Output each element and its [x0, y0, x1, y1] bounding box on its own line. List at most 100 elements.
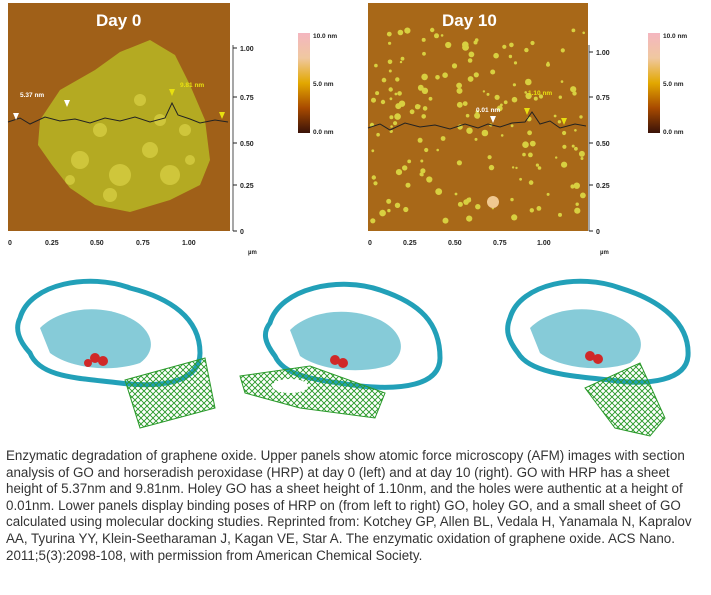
- afm-spot: [579, 115, 583, 119]
- afm-spot: [456, 82, 462, 89]
- afm-spot: [494, 94, 500, 100]
- afm-spot: [467, 58, 473, 63]
- afm-spot: [421, 37, 426, 42]
- afm-spot: [508, 54, 513, 59]
- afm-spot: [519, 177, 522, 181]
- holey-go-spots: [369, 27, 586, 224]
- y-tick-label: 0.75: [240, 95, 254, 102]
- colorbar-gradient: [648, 33, 660, 133]
- colorbar-mid: 5.0 nm: [313, 81, 334, 88]
- marker-yellow-2: [219, 112, 225, 119]
- marker-yellow-1: [169, 89, 175, 96]
- graphene-sheet: [584, 362, 666, 437]
- afm-spot: [488, 164, 495, 171]
- afm-spot: [462, 101, 468, 106]
- afm-spot: [456, 87, 463, 94]
- afm-spot: [574, 146, 578, 151]
- afm-spot: [511, 96, 518, 103]
- afm-spot: [465, 113, 470, 118]
- afm-spot: [467, 76, 474, 82]
- afm-spot: [509, 42, 514, 48]
- afm-spot: [388, 69, 392, 73]
- afm-spot: [388, 41, 392, 45]
- heme-group: [585, 351, 603, 364]
- afm-spot: [574, 129, 577, 132]
- y-tick-label: 1.00: [240, 46, 254, 53]
- afm-spot: [426, 176, 433, 183]
- y-ticks: [233, 47, 237, 232]
- afm-spot: [393, 121, 398, 126]
- afm-spot: [502, 44, 507, 49]
- colorbar-mid: 5.0 nm: [663, 81, 684, 88]
- afm-spot: [424, 147, 429, 153]
- afm-spot: [434, 33, 439, 39]
- x-tick-label: 1.00: [182, 240, 196, 247]
- afm-spot: [397, 91, 402, 96]
- unit-label: µm: [600, 250, 609, 256]
- hrp-helices: [290, 311, 401, 371]
- afm-spot: [389, 129, 393, 133]
- afm-spot: [527, 130, 532, 136]
- marker-white: [490, 116, 496, 123]
- y-tick-label: 0.50: [240, 141, 254, 148]
- afm-spot: [530, 40, 535, 46]
- afm-spot: [570, 184, 575, 189]
- afm-spot: [571, 144, 575, 148]
- afm-spot: [394, 202, 401, 208]
- afm-spot: [428, 96, 433, 101]
- afm-spot: [389, 97, 393, 101]
- marker-yellow-2: [561, 118, 567, 125]
- afm-spot: [387, 59, 393, 65]
- colorbar-max: 10.0 nm: [663, 33, 687, 40]
- afm-spot: [475, 114, 480, 119]
- afm-spot: [374, 63, 378, 68]
- afm-spot: [390, 125, 393, 128]
- afm-spot: [463, 199, 469, 205]
- afm-spot: [466, 215, 473, 222]
- afm-spot: [573, 182, 580, 189]
- day-title: Day 10: [442, 11, 497, 30]
- afm-spot: [572, 91, 577, 96]
- marker-white-1: [13, 113, 19, 120]
- afm-spot: [400, 56, 405, 61]
- afm-spot: [525, 92, 532, 100]
- afm-spot: [529, 140, 536, 147]
- afm-spot: [422, 51, 426, 56]
- afm-spot: [417, 137, 423, 143]
- afm-spot: [522, 152, 526, 157]
- afm-spot: [456, 101, 463, 108]
- afm-spot: [536, 206, 542, 211]
- x-tick-label: 0.50: [448, 240, 462, 247]
- afm-spot: [535, 163, 539, 167]
- afm-spot: [538, 94, 544, 99]
- afm-spot: [454, 192, 458, 196]
- afm-spot: [421, 114, 426, 119]
- height-label-5.37: 5.37 nm: [20, 92, 44, 99]
- y-tick-label: 0.75: [596, 95, 610, 102]
- afm-spot: [513, 61, 518, 65]
- afm-spot: [537, 166, 542, 170]
- afm-spot: [562, 130, 567, 136]
- x-tick-label: 0.75: [493, 240, 507, 247]
- afm-spot: [398, 100, 406, 107]
- afm-spot: [462, 41, 469, 48]
- afm-spot: [555, 156, 558, 159]
- afm-spot: [557, 120, 562, 124]
- afm-spot: [570, 86, 577, 93]
- afm-spot: [481, 129, 489, 137]
- colorbar-min: 0.0 nm: [313, 129, 334, 136]
- afm-spot: [486, 92, 490, 96]
- afm-spot: [421, 73, 428, 81]
- hole: [272, 379, 308, 393]
- graphene-sheet: [239, 365, 386, 419]
- hrp-protein: [505, 278, 691, 385]
- afm-spot: [394, 113, 401, 120]
- afm-spot: [510, 197, 514, 202]
- afm-spot: [582, 31, 585, 35]
- x-tick-label: 0: [8, 240, 12, 247]
- docking-pose-go: [15, 278, 216, 429]
- x-tick-label: 0.50: [90, 240, 104, 247]
- afm-spot: [529, 208, 534, 213]
- day-title: Day 0: [96, 11, 141, 30]
- afm-spot: [503, 100, 508, 105]
